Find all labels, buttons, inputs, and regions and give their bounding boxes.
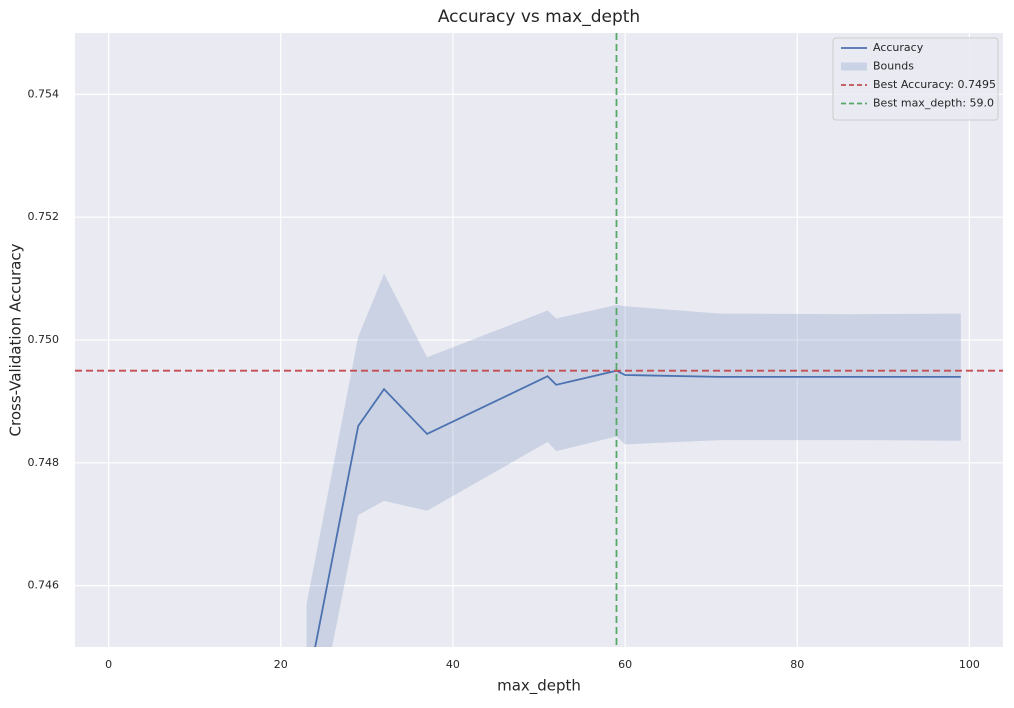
x-tick-label: 20 [274,658,288,671]
y-axis-label: Cross-Validation Accuracy [7,243,25,436]
y-tick-label: 0.748 [28,456,60,469]
x-axis-label: max_depth [497,677,581,696]
x-tick-label: 80 [790,658,804,671]
y-tick-label: 0.746 [28,579,60,592]
chart-title: Accuracy vs max_depth [438,7,640,27]
y-tick-label: 0.752 [28,210,60,223]
legend-label: Bounds [873,60,914,73]
x-tick-label: 40 [446,658,460,671]
legend-label: Best max_depth: 59.0 [873,97,994,110]
x-tick-label: 100 [959,658,980,671]
legend-label: Accuracy [873,41,924,54]
data-line [314,369,961,647]
bounds-area [306,273,961,647]
legend-label: Best Accuracy: 0.7495 [873,78,996,91]
legend: Accuracy Bounds Best Accuracy: 0.7495 Best … [832,37,999,121]
legend-frame [832,37,999,121]
y-tick-label: 0.754 [28,87,60,100]
axes: 0 20 40 60 80 100 0.746 0.748 0.750 0.752 0.754 [28,87,980,671]
x-tick-label: 60 [618,658,632,671]
legend-swatch [841,62,867,71]
y-tick-label: 0.750 [28,333,60,346]
x-tick-label: 0 [105,658,112,671]
plot-content [75,33,1003,647]
